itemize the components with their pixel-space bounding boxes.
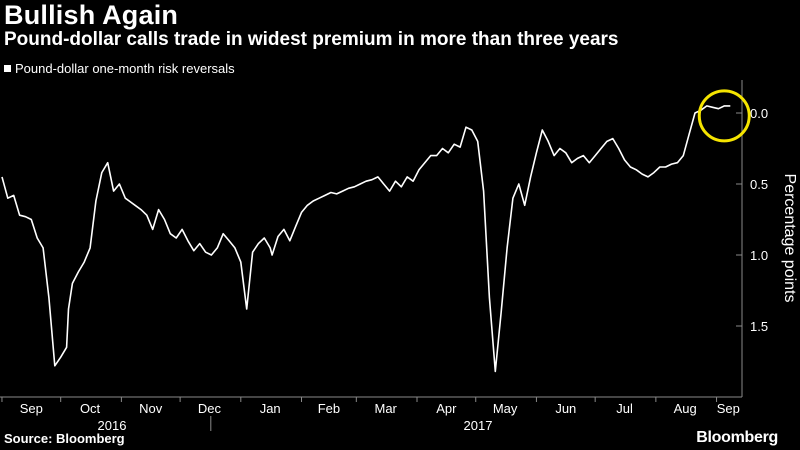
series-line [1, 105, 731, 373]
x-tick-label: Jun [555, 401, 576, 416]
y-tick-label: 1.0 [750, 248, 768, 263]
x-tick-label: Jan [260, 401, 281, 416]
chart-title: Bullish Again [4, 0, 179, 30]
year-label: 2017 [464, 418, 493, 433]
legend: Pound-dollar one-month risk reversals [4, 61, 235, 76]
x-tick-label: Sep [20, 401, 43, 416]
highlight-circle [697, 89, 751, 143]
x-tick-label: Mar [374, 401, 397, 416]
x-tick-label: Dec [198, 401, 222, 416]
x-tick-label: Aug [674, 401, 697, 416]
y-tick-label: 0.0 [750, 106, 768, 121]
x-tick-label: Sep [717, 401, 740, 416]
x-tick-label: May [493, 401, 518, 416]
x-tick-label: Feb [318, 401, 340, 416]
y-tick-label: 0.5 [750, 177, 768, 192]
x-tick-label: Nov [139, 401, 163, 416]
legend-label: Pound-dollar one-month risk reversals [15, 61, 235, 76]
x-tick-label: Oct [80, 401, 101, 416]
year-label: 2016 [98, 418, 127, 433]
chart-subtitle: Pound-dollar calls trade in widest premi… [4, 29, 619, 50]
bloomberg-logo: Bloomberg [696, 429, 778, 446]
x-tick-label: Jul [616, 401, 633, 416]
legend-swatch [4, 65, 11, 72]
source-note: Source: Bloomberg [4, 431, 125, 446]
y-axis-title: Percentage points [781, 174, 798, 303]
x-tick-label: Apr [436, 401, 457, 416]
y-tick-label: 1.5 [750, 319, 768, 334]
